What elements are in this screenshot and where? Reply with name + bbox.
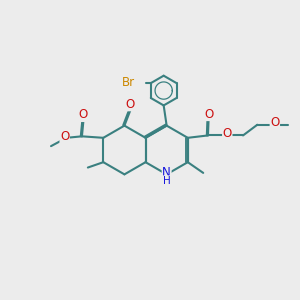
Text: O: O — [270, 116, 280, 129]
Text: O: O — [60, 130, 69, 143]
Text: O: O — [223, 127, 232, 140]
Text: O: O — [126, 98, 135, 111]
Text: Br: Br — [122, 76, 135, 89]
Text: N: N — [162, 167, 171, 179]
Text: O: O — [79, 108, 88, 122]
Text: H: H — [163, 176, 170, 186]
Text: O: O — [205, 107, 214, 121]
